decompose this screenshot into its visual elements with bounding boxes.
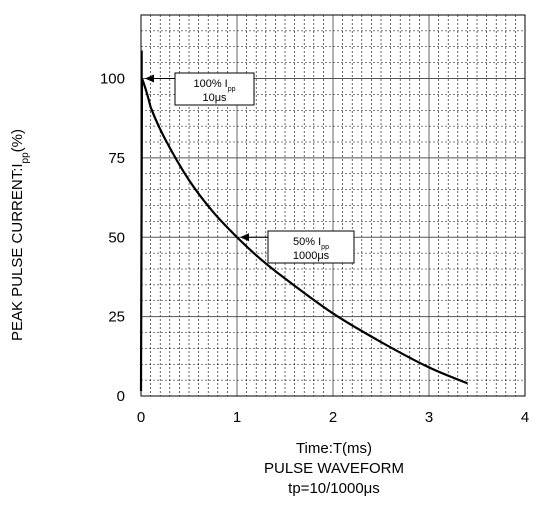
y-tick-label: 75: [108, 150, 125, 167]
x-tick-label: 4: [521, 409, 529, 426]
series-line: [139, 78, 468, 392]
x-tick-label: 0: [137, 409, 145, 426]
arrow-head-icon: [144, 74, 154, 83]
annotation-line-2: 10μs: [202, 92, 227, 104]
axis-ticks: 0 1 2 3 4 0 25 50 75 100: [100, 71, 529, 427]
x-axis-label: Time:T(ms): [296, 440, 372, 457]
y-tick-label: 100: [100, 71, 125, 88]
annotation-line-1: 100% Ipp: [193, 78, 235, 93]
annotation-box: [267, 230, 355, 264]
series-group: [139, 50, 468, 392]
x-tick-label: 1: [233, 409, 241, 426]
x-tick-label: 3: [425, 409, 433, 426]
y-axis-label: PEAK PULSE CURRENT:Ipp(%): [9, 129, 31, 341]
chart-title: PULSE WAVEFORM: [264, 460, 404, 477]
y-tick-label: 25: [108, 309, 125, 326]
annotation-line-2: 1000μs: [293, 250, 330, 262]
annotation-box: [174, 72, 255, 106]
x-tick-label: 2: [329, 409, 337, 426]
chart-grid: [141, 15, 525, 396]
y-tick-label: 50: [108, 229, 125, 246]
chart-subtitle: tp=10/1000μs: [288, 480, 380, 497]
annotation-line-1: 50% Ipp: [293, 236, 329, 251]
arrow-head-icon: [240, 233, 249, 242]
y-tick-label: 0: [117, 388, 125, 405]
